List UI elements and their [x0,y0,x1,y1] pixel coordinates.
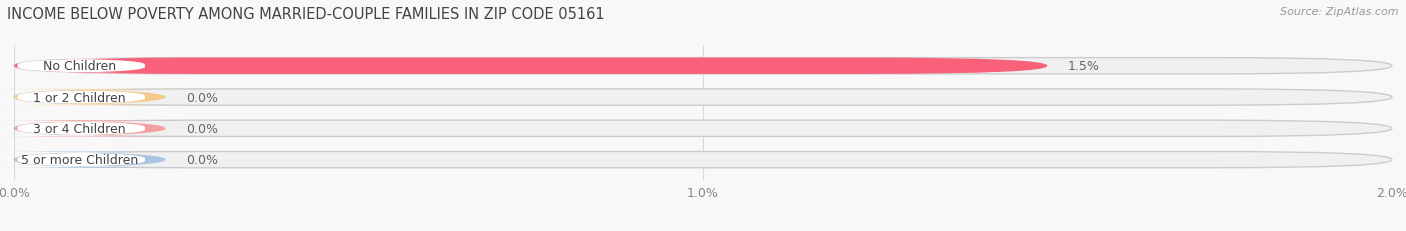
FancyBboxPatch shape [0,89,193,106]
Text: 0.0%: 0.0% [186,122,218,135]
Text: Source: ZipAtlas.com: Source: ZipAtlas.com [1281,7,1399,17]
Text: 3 or 4 Children: 3 or 4 Children [34,122,125,135]
FancyBboxPatch shape [8,122,153,136]
FancyBboxPatch shape [14,58,1392,75]
Text: 1 or 2 Children: 1 or 2 Children [34,91,125,104]
FancyBboxPatch shape [14,121,1392,137]
Text: 0.0%: 0.0% [186,153,218,166]
Text: INCOME BELOW POVERTY AMONG MARRIED-COUPLE FAMILIES IN ZIP CODE 05161: INCOME BELOW POVERTY AMONG MARRIED-COUPL… [7,7,605,22]
FancyBboxPatch shape [8,153,153,167]
Text: 1.5%: 1.5% [1069,60,1099,73]
Text: 0.0%: 0.0% [186,91,218,104]
FancyBboxPatch shape [0,121,193,137]
FancyBboxPatch shape [8,90,153,105]
FancyBboxPatch shape [8,59,153,74]
Text: 5 or more Children: 5 or more Children [21,153,138,166]
FancyBboxPatch shape [14,58,1047,75]
FancyBboxPatch shape [0,152,193,168]
Text: No Children: No Children [44,60,117,73]
FancyBboxPatch shape [14,89,1392,106]
FancyBboxPatch shape [14,152,1392,168]
